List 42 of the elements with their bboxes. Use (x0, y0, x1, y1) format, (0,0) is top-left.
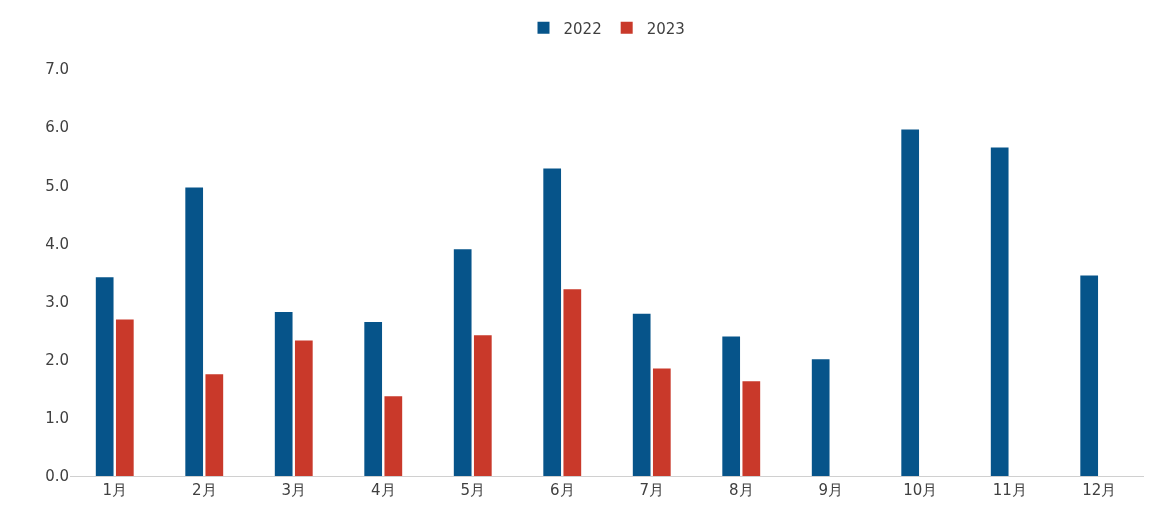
bar (563, 289, 582, 476)
bar (722, 336, 741, 476)
bar (185, 187, 204, 476)
bar (990, 147, 1009, 476)
x-tick-label: 6月 (549, 481, 575, 499)
x-tick-label: 7月 (639, 481, 665, 499)
bar (453, 249, 472, 476)
y-tick-label: 1.0 (45, 409, 69, 428)
bar (205, 374, 224, 476)
x-tick-label: 2月 (191, 481, 217, 499)
x-tick-label: 8月 (728, 481, 754, 499)
x-tick-label: 12月 (1082, 481, 1117, 499)
bar (901, 129, 920, 476)
x-tick-label: 3月 (281, 481, 307, 499)
bar (364, 321, 383, 476)
y-tick-label: 6.0 (45, 118, 69, 137)
y-tick-label: 3.0 (45, 292, 69, 311)
y-tick-label: 7.0 (45, 60, 69, 79)
bar (384, 396, 403, 476)
bar (115, 319, 134, 476)
y-tick-label: 2.0 (45, 350, 69, 369)
bar (274, 312, 293, 476)
bar (632, 313, 651, 476)
bar (1080, 275, 1099, 476)
x-tick-label: 5月 (460, 481, 486, 499)
y-tick-label: 5.0 (45, 176, 69, 195)
bar (473, 335, 492, 476)
x-tick-label: 4月 (370, 481, 396, 499)
x-tick-label: 1月 (102, 481, 128, 499)
bar (742, 381, 761, 476)
legend-label: 2023 (646, 19, 685, 38)
x-tick-label: 10月 (903, 481, 938, 499)
bar (811, 359, 830, 476)
x-tick-label: 11月 (992, 481, 1027, 499)
y-tick-label: 4.0 (45, 234, 69, 253)
bar (95, 277, 114, 476)
legend-label: 2022 (563, 19, 602, 38)
bar (543, 168, 562, 476)
bar (294, 340, 313, 476)
x-tick-label: 9月 (818, 481, 844, 499)
bar (652, 368, 671, 476)
y-tick-label: 0.0 (45, 467, 69, 486)
